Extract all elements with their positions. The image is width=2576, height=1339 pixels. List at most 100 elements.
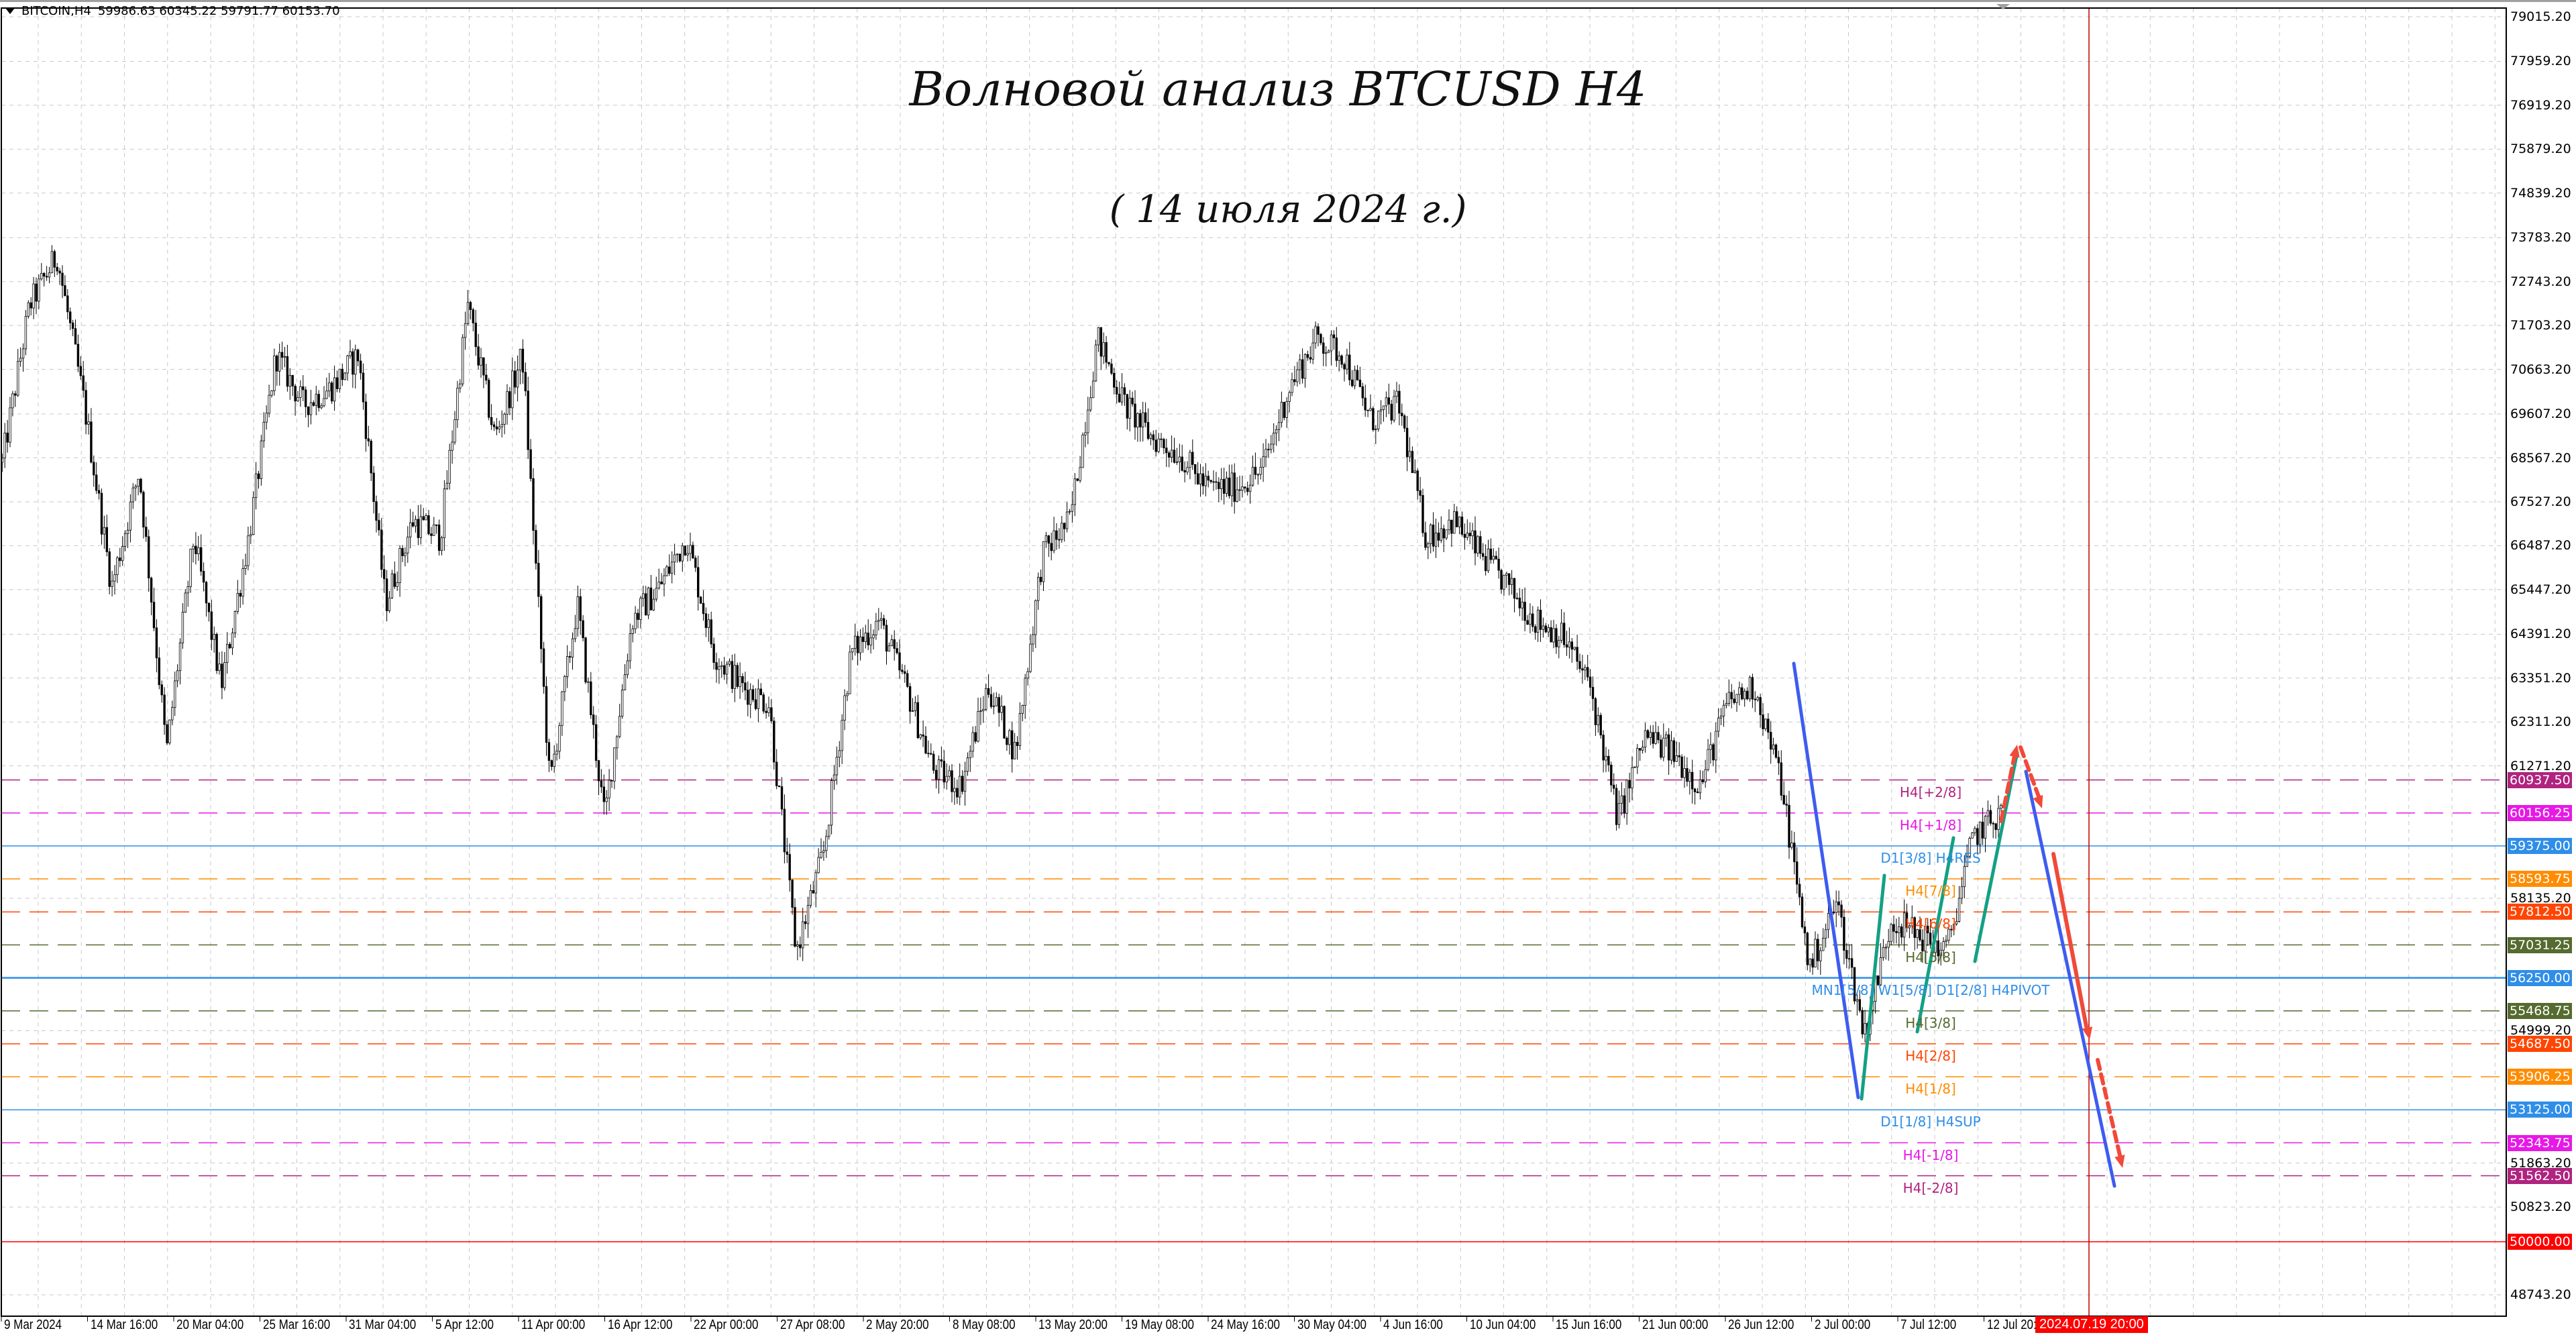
candle [1246, 488, 1249, 492]
candle [794, 907, 796, 947]
candle [11, 393, 14, 409]
candle [254, 473, 258, 498]
candle [665, 566, 668, 576]
candle [480, 357, 482, 366]
candle [1777, 757, 1780, 763]
candle [1994, 823, 1997, 831]
candle [1076, 478, 1079, 481]
candle [304, 389, 307, 407]
candle [1675, 755, 1678, 762]
candle [85, 390, 87, 425]
candle [1722, 704, 1725, 716]
candle [93, 462, 95, 476]
candle [1620, 795, 1623, 804]
candle [61, 272, 64, 286]
candle [1183, 470, 1186, 473]
candle [718, 666, 720, 670]
candle [1228, 478, 1231, 496]
candle [1966, 855, 1968, 867]
candle [181, 612, 184, 643]
candle [791, 879, 794, 908]
candle [1536, 609, 1540, 633]
candle [32, 283, 35, 309]
candle [987, 688, 990, 695]
candle [291, 375, 294, 386]
candle [1919, 929, 1921, 941]
candle [1210, 480, 1212, 482]
candle [877, 620, 880, 622]
candle [1105, 342, 1108, 363]
candle [995, 697, 998, 706]
candle [260, 440, 263, 480]
candle [1845, 950, 1848, 959]
candle [1424, 532, 1427, 548]
candle [678, 553, 682, 561]
candle [1071, 504, 1074, 512]
candle [233, 610, 237, 634]
wave-line-down [2024, 769, 2116, 1188]
candle [1510, 578, 1513, 585]
candle [433, 524, 435, 536]
candle [189, 549, 192, 587]
wave-line-up [1860, 873, 1886, 1101]
candle [1780, 762, 1782, 796]
candle [985, 688, 987, 710]
candle [945, 775, 948, 783]
candle [330, 382, 333, 402]
candle [804, 921, 807, 924]
candle [1756, 697, 1759, 700]
candle [1157, 438, 1160, 452]
plot-border [1, 7, 2507, 1317]
price-badge: 59375.00 [2508, 838, 2572, 854]
candle [1377, 411, 1380, 430]
price-axis-label: 61271.20 [2510, 758, 2571, 773]
candle [1273, 433, 1275, 445]
candle [171, 707, 174, 720]
candle [966, 757, 969, 772]
candle [121, 546, 124, 561]
candle [765, 710, 767, 713]
candle [218, 663, 221, 672]
candle [1291, 379, 1293, 393]
candle [733, 665, 736, 689]
candle [642, 593, 645, 599]
candle [1701, 779, 1704, 782]
price-badge: 60937.50 [2508, 771, 2572, 788]
candle [1568, 641, 1571, 648]
shift-marker-icon[interactable] [1996, 4, 2010, 9]
candle [927, 753, 930, 755]
candle [1487, 548, 1490, 572]
candle [1664, 734, 1668, 739]
candle [668, 566, 671, 574]
time-axis-label: 7 Jul 12:00 [1900, 1318, 1957, 1332]
candle [1824, 929, 1827, 939]
candle [1876, 975, 1880, 985]
candle [550, 760, 553, 767]
candle [1835, 901, 1837, 913]
price-axis-label: 62311.20 [2510, 714, 2571, 730]
candle [812, 890, 814, 894]
candle [1586, 667, 1589, 678]
candle [1450, 519, 1453, 534]
candle [783, 808, 786, 853]
candle [1963, 866, 1966, 888]
candle [1317, 326, 1320, 335]
candle [1440, 528, 1442, 541]
candle [1489, 548, 1493, 560]
candle [1395, 390, 1398, 397]
candle [16, 361, 19, 396]
triangle-down-icon[interactable] [5, 8, 15, 14]
candle [1218, 482, 1220, 489]
candle [1612, 784, 1615, 789]
candle [619, 716, 621, 737]
candle [1625, 780, 1628, 814]
candle [1097, 327, 1100, 345]
candle [1955, 921, 1958, 924]
candle [1764, 718, 1767, 729]
candle [699, 596, 702, 604]
candle [168, 719, 171, 744]
candle [1332, 334, 1336, 339]
time-axis-label: 24 May 16:00 [1211, 1318, 1281, 1332]
price-badge: 60156.25 [2508, 804, 2572, 821]
